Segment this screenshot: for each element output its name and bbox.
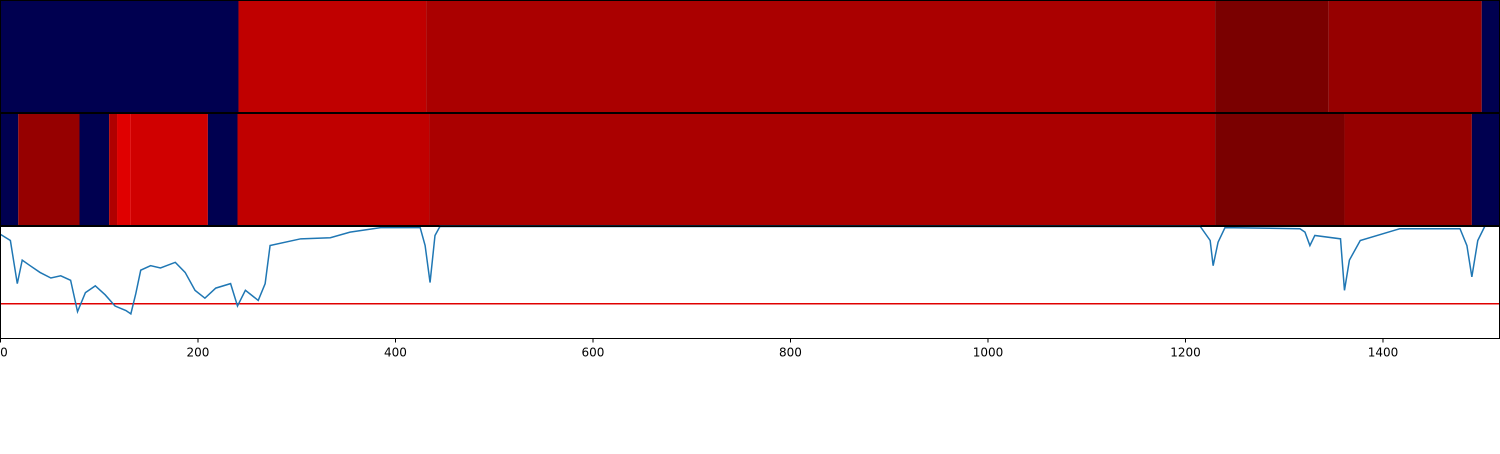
segment: [18, 113, 80, 226]
segment: [1471, 113, 1500, 226]
x-tick-label: 0: [0, 346, 8, 360]
segment: [1215, 113, 1345, 226]
segment: [130, 113, 208, 226]
x-tick-label: 200: [187, 346, 210, 360]
segment: [1215, 0, 1329, 113]
segment: [1344, 113, 1472, 226]
segment: [0, 113, 19, 226]
segment: [238, 0, 427, 113]
panel-frame: [0, 226, 1500, 339]
x-tick-label: 400: [384, 346, 407, 360]
segment: [1481, 0, 1500, 113]
segment: [117, 113, 131, 226]
segment: [207, 113, 238, 226]
x-tick-label: 600: [582, 346, 605, 360]
x-tick-label: 800: [779, 346, 802, 360]
segment: [237, 113, 430, 226]
x-tick-label: 1400: [1368, 346, 1399, 360]
x-tick-label: 1000: [973, 346, 1004, 360]
segment: [1328, 0, 1482, 113]
x-tick-label: 1200: [1170, 346, 1201, 360]
segment: [429, 113, 1216, 226]
segment: [109, 113, 118, 226]
signal-line: [0, 225, 1486, 316]
segment: [79, 113, 110, 226]
segment: [0, 0, 239, 113]
segment: [426, 0, 1216, 113]
